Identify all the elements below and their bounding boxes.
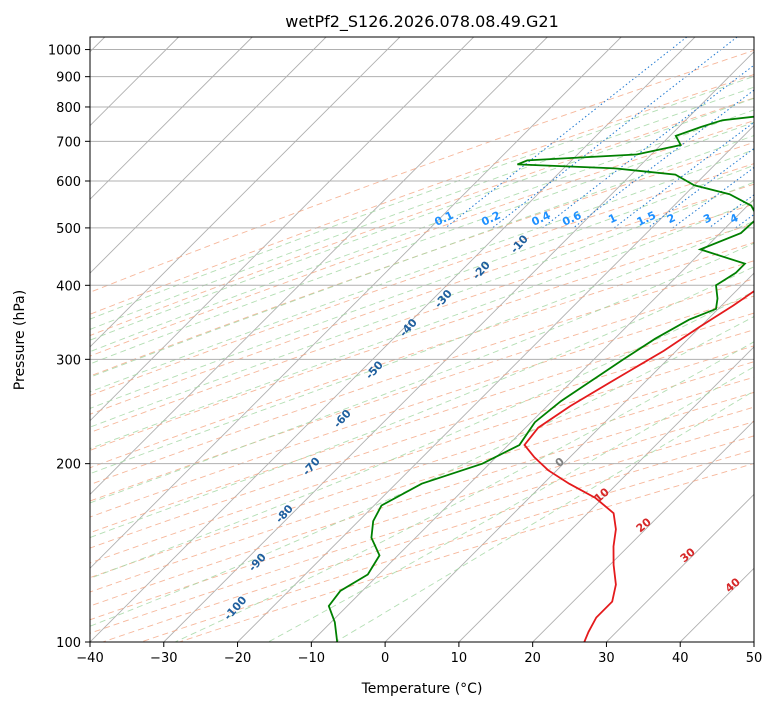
dry-adiabat-line <box>90 260 754 486</box>
mixing-ratio-line <box>542 64 754 229</box>
x-tick-label: 10 <box>451 651 468 666</box>
y-tick-label: 200 <box>56 458 81 473</box>
dry-adiabat-label: -10 <box>508 232 531 256</box>
x-tick-label: 30 <box>598 651 615 666</box>
isotherm-line <box>458 346 754 642</box>
mixing-ratio-label: 3 <box>701 211 713 226</box>
moist-adiabat-line <box>90 149 754 393</box>
moist-adiabat-line <box>90 109 754 353</box>
isotherm-line <box>384 272 754 642</box>
moist-adiabat-label: 20 <box>634 515 654 535</box>
dry-adiabat-line <box>90 97 754 337</box>
dry-adiabat-line <box>90 141 754 377</box>
dry-adiabat-label: -60 <box>331 407 354 431</box>
dry-adiabat-line <box>90 278 754 502</box>
dewpoint-profile-line <box>327 115 754 642</box>
dry-adiabat-label: -100 <box>221 593 249 622</box>
y-tick-label: 900 <box>56 71 81 86</box>
x-tick-label: 50 <box>746 651 763 666</box>
plot-area: 0.10.20.40.611.52346810131620253036-100-… <box>90 37 775 642</box>
isotherm-line <box>90 37 253 200</box>
dry-adiabat-line <box>90 163 754 396</box>
dry-adiabat-label: -80 <box>273 502 296 526</box>
moist-adiabat-line <box>90 242 754 504</box>
isotherm-line <box>532 420 754 642</box>
x-tick-label: 40 <box>672 651 689 666</box>
dry-adiabat-label: -20 <box>470 258 493 282</box>
dry-adiabat-label: -50 <box>363 358 386 382</box>
dry-adiabat-line <box>90 406 754 621</box>
x-axis-label: Temperature (°C) <box>361 681 483 697</box>
isotherm-line <box>163 51 754 642</box>
mixing-ratio-label: 2 <box>665 211 677 226</box>
moist-adiabat-line <box>174 341 754 642</box>
y-tick-label: 800 <box>56 101 81 116</box>
moist-adiabat-label: 30 <box>678 545 698 565</box>
moist-adiabat-line <box>90 266 754 539</box>
plot-frame <box>89 36 755 643</box>
dry-adiabat-label: -30 <box>432 287 455 311</box>
mixing-ratio-line <box>735 213 754 229</box>
dry-adiabat-label: -40 <box>397 316 420 340</box>
isotherm-line <box>90 37 475 422</box>
moist-adiabat-line <box>90 290 754 579</box>
y-tick-label: 100 <box>56 636 81 651</box>
axis-ticks: −40 −30 −20 −10 0 10 20 30 40 50 100 200 300 400 500 60… <box>48 44 762 666</box>
y-tick-label: 1000 <box>48 44 81 59</box>
isotherm-line <box>90 37 622 569</box>
mixing-ratio-line <box>672 166 754 229</box>
x-tick-label: 0 <box>381 651 389 666</box>
dry-adiabat-line <box>90 312 754 534</box>
x-tick-label: −30 <box>150 651 177 666</box>
moist-adiabat-line <box>90 181 754 428</box>
y-tick-label: 300 <box>56 353 81 368</box>
moist-adiabat-line <box>90 316 754 627</box>
moist-adiabat-line <box>90 200 754 450</box>
moist-adiabat-label: 40 <box>723 575 743 595</box>
dry-adiabat-line <box>90 74 754 315</box>
x-tick-label: −40 <box>76 651 103 666</box>
dry-adiabat-line <box>90 49 754 293</box>
dry-adiabat-line <box>90 223 754 451</box>
moist-adiabat-line <box>90 86 754 330</box>
dry-adiabat-line <box>90 120 754 357</box>
mixing-ratio-label: 0.4 <box>529 209 552 229</box>
x-tick-label: 20 <box>524 651 541 666</box>
isotherm-line <box>237 124 754 642</box>
isotherm-line <box>606 493 754 642</box>
y-axis-label: Pressure (hPa) <box>12 290 28 390</box>
dry-adiabat-line <box>90 329 754 549</box>
isotherm-line <box>310 198 754 642</box>
x-tick-label: −10 <box>298 651 325 666</box>
y-tick-label: 600 <box>56 175 81 190</box>
isotherm-line <box>753 641 754 642</box>
isotherm-line <box>679 567 754 642</box>
dry-adiabat-line <box>90 361 754 579</box>
y-tick-label: 400 <box>56 279 81 294</box>
isotherm-line <box>90 37 327 274</box>
dry-adiabat-line <box>102 435 754 642</box>
y-tick-label: 500 <box>56 222 81 237</box>
mixing-ratio-label: 0.1 <box>432 209 455 229</box>
moist-adiabat-line <box>90 220 754 475</box>
y-tick-label: 700 <box>56 135 81 150</box>
mixing-ratio-line <box>613 121 754 229</box>
mixing-ratio-line <box>445 37 688 229</box>
mixing-ratio-line <box>492 37 738 229</box>
mixing-ratio-label: 1 <box>606 211 618 226</box>
moist-adiabat-line <box>90 75 754 320</box>
mixing-ratio-label: 6 <box>767 211 775 226</box>
dry-adiabat-label: -90 <box>246 550 269 574</box>
isotherm-line <box>90 37 548 496</box>
x-tick-label: −20 <box>224 651 251 666</box>
chart-title: wetPf2_S126.2026.078.08.49.G21 <box>285 12 559 32</box>
temperature-profile-line <box>523 290 754 642</box>
dry-adiabat-line <box>90 391 754 607</box>
mixing-ratio-line <box>573 89 754 229</box>
isotherm-line <box>90 37 696 642</box>
isotherm-line <box>90 37 401 348</box>
moist-adiabat-line <box>90 164 754 409</box>
